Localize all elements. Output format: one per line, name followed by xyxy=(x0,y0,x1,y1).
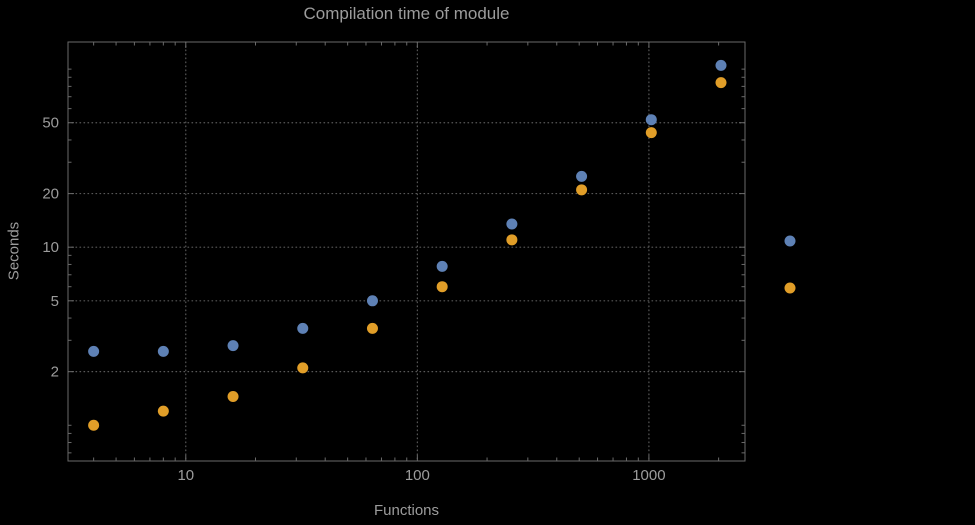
data-point-series-1 xyxy=(297,322,309,334)
data-point-series-1 xyxy=(157,345,169,357)
data-point-series-2 xyxy=(227,391,239,403)
data-point-series-1 xyxy=(88,345,100,357)
y-axis-label-anchor: Seconds xyxy=(6,222,72,280)
y-tick-label: 2 xyxy=(51,364,59,381)
y-axis-label: Seconds xyxy=(5,221,23,281)
data-point-series-1 xyxy=(227,340,239,352)
y-tick-label: 5 xyxy=(51,293,59,310)
data-point-series-1 xyxy=(645,114,657,126)
x-tick-label: 10 xyxy=(177,467,194,484)
plot-frame xyxy=(67,41,746,462)
y-tick-label: 10 xyxy=(42,239,59,256)
chart-title: Compilation time of module xyxy=(303,4,510,23)
x-tick-label: 1000 xyxy=(632,467,665,484)
data-point-series-2 xyxy=(297,362,309,374)
data-point-series-2 xyxy=(436,281,448,293)
x-tick-label: 100 xyxy=(405,467,430,484)
data-point-series-2 xyxy=(157,405,169,417)
y-tick-label: 50 xyxy=(42,115,59,132)
data-point-series-1 xyxy=(576,170,588,182)
data-point-series-2 xyxy=(506,234,518,246)
data-point-series-1 xyxy=(715,59,727,71)
y-tick-label: 20 xyxy=(42,186,59,203)
legend-marker-2 xyxy=(784,282,796,294)
data-point-series-2 xyxy=(576,184,588,196)
data-point-series-2 xyxy=(645,127,657,139)
data-point-series-1 xyxy=(366,295,378,307)
data-point-series-2 xyxy=(715,77,727,89)
data-point-series-2 xyxy=(88,419,100,431)
data-point-series-1 xyxy=(436,260,448,272)
data-point-series-1 xyxy=(506,218,518,230)
data-point-series-2 xyxy=(366,322,378,334)
x-axis-label: Functions xyxy=(373,502,440,519)
legend-marker-1 xyxy=(784,235,796,247)
